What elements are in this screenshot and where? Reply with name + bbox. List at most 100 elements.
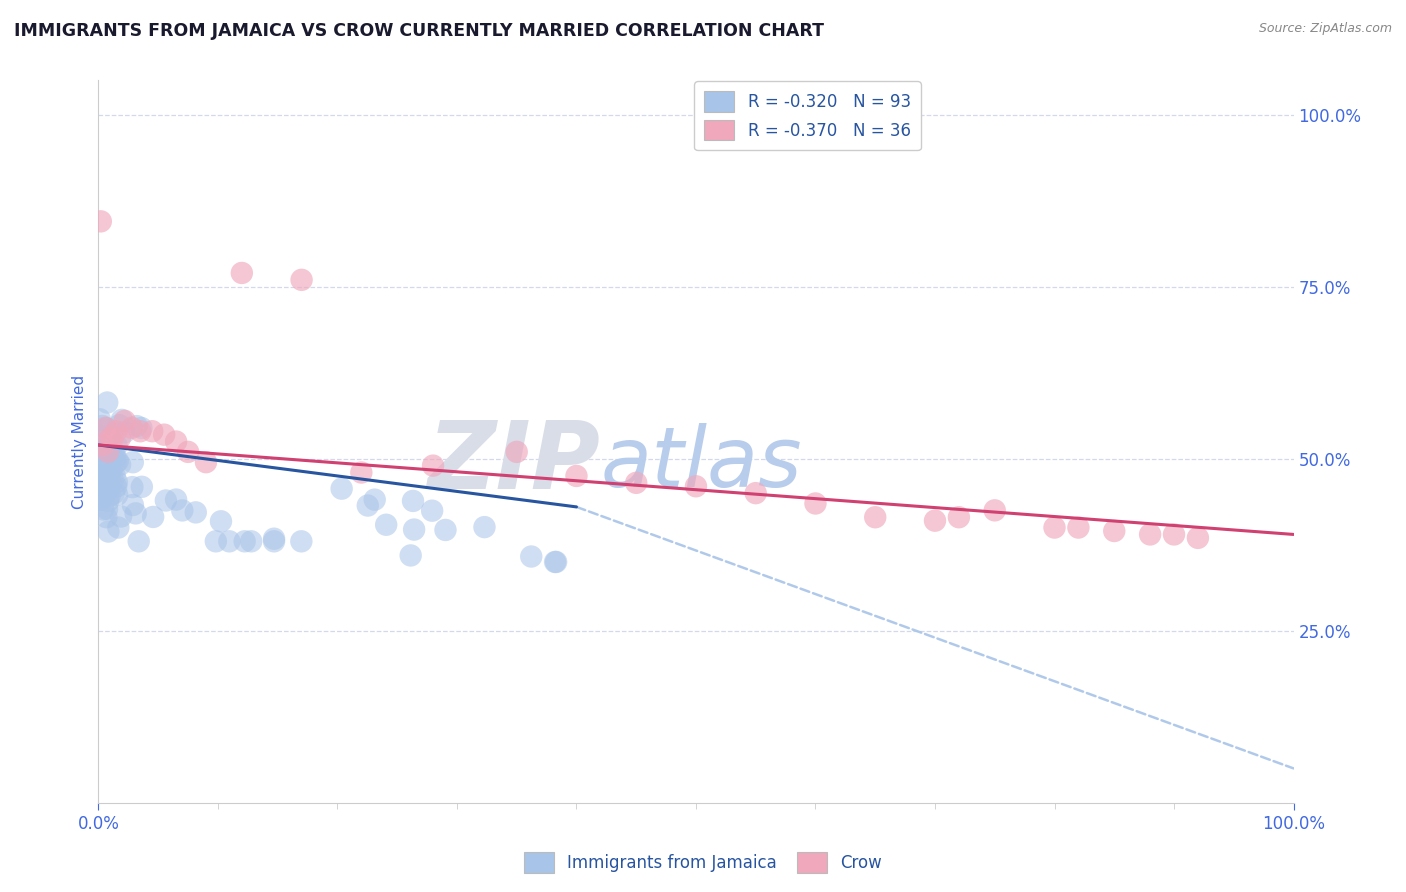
Point [1067,520,1090,534]
Point [263,532,285,546]
Point [91,477,114,491]
Point [195,455,218,469]
Point [404,523,426,537]
Point [105,424,128,438]
Point [89,462,111,476]
Point [399,549,422,563]
Point [745,486,768,500]
Point [96,502,118,516]
Point [626,475,648,490]
Point [1187,531,1209,545]
Point [184,505,207,519]
Legend: R = -0.320   N = 93, R = -0.370   N = 36: R = -0.320 N = 93, R = -0.370 N = 36 [695,81,921,151]
Point [804,496,827,510]
Point [96,469,118,483]
Point [129,424,152,438]
Point [93,444,115,458]
Point [114,414,136,428]
Point [546,555,568,569]
Point [101,474,124,488]
Point [205,534,228,549]
Point [101,450,124,465]
Point [865,510,887,524]
Point [506,445,529,459]
Point [96,510,118,524]
Point [165,492,187,507]
Point [97,445,120,459]
Point [520,549,543,564]
Point [544,555,567,569]
Point [96,395,118,409]
Point [98,471,121,485]
Point [121,421,143,435]
Point [128,534,150,549]
Point [124,507,146,521]
Point [231,266,253,280]
Point [565,469,588,483]
Point [177,445,200,459]
Point [96,453,118,467]
Point [474,520,496,534]
Point [100,462,122,476]
Point [165,434,187,449]
Point [402,494,425,508]
Point [104,450,127,465]
Point [89,493,111,508]
Point [97,483,120,498]
Text: atlas: atlas [600,423,801,504]
Point [98,475,121,489]
Point [103,486,125,500]
Point [105,488,128,502]
Point [121,480,143,494]
Point [420,504,443,518]
Point [90,475,112,489]
Text: IMMIGRANTS FROM JAMAICA VS CROW CURRENTLY MARRIED CORRELATION CHART: IMMIGRANTS FROM JAMAICA VS CROW CURRENTL… [14,22,824,40]
Point [984,503,1007,517]
Point [89,428,111,442]
Point [131,421,153,435]
Point [105,480,128,494]
Point [98,450,121,464]
Point [685,479,707,493]
Point [948,510,970,524]
Point [111,413,134,427]
Point [94,477,117,491]
Point [98,489,121,503]
Point [172,503,194,517]
Point [1104,524,1126,538]
Point [218,534,240,549]
Point [93,467,115,482]
Point [104,456,127,470]
Point [110,509,132,524]
Point [89,442,111,457]
Point [350,466,373,480]
Point [91,502,114,516]
Point [108,431,131,445]
Text: Source: ZipAtlas.com: Source: ZipAtlas.com [1258,22,1392,36]
Point [89,460,111,475]
Point [290,534,312,549]
Point [125,419,148,434]
Point [330,482,353,496]
Point [422,458,444,473]
Point [122,498,145,512]
Point [97,494,120,508]
Point [103,445,125,459]
Point [89,475,111,489]
Point [108,418,131,433]
Point [90,214,112,228]
Point [90,452,112,467]
Point [1139,527,1161,541]
Point [114,425,136,440]
Legend: Immigrants from Jamaica, Crow: Immigrants from Jamaica, Crow [517,846,889,880]
Point [1163,527,1185,541]
Point [98,483,121,497]
Point [121,455,143,469]
Point [155,493,177,508]
Point [263,534,285,549]
Point [240,534,263,549]
Point [98,431,122,445]
Point [1043,520,1066,534]
Point [375,517,398,532]
Point [94,476,117,491]
